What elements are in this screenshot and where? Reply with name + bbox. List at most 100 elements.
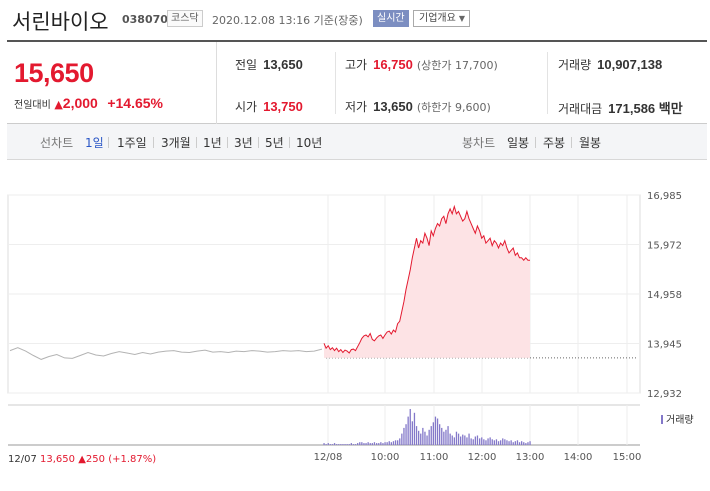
tab-1-day[interactable]: 1일 — [85, 136, 104, 150]
volume-bar — [354, 444, 357, 445]
volume-bar — [432, 422, 434, 445]
volume-bar — [474, 436, 476, 445]
intraday-chart[interactable]: 16,985 15,972 14,958 13,945 12,932 12/08 10:00… — [0, 160, 710, 491]
volume-bar — [491, 439, 493, 445]
volume-bar — [521, 441, 523, 445]
high-stat: 고가 16,750 (상한가 17,700) — [345, 56, 498, 73]
lower-limit: (하한가 9,600) — [416, 101, 491, 114]
volume-bar — [495, 439, 498, 445]
change-value: 2,000 — [62, 95, 98, 111]
tab-separator — [571, 137, 572, 148]
current-price: 15,650 — [14, 58, 94, 88]
volume-bar — [468, 433, 470, 445]
tab-1-year[interactable]: 1년 — [203, 136, 222, 150]
up-arrow-icon: ▲ — [54, 98, 63, 111]
amount-stat: 거래대금 171,586 백만 — [558, 98, 683, 117]
y-tick-label: 16,985 — [647, 191, 682, 202]
volume-bar — [418, 430, 420, 445]
volume-bar — [380, 442, 382, 445]
today-price-line — [323, 204, 530, 354]
volume-bar — [455, 431, 458, 445]
volume-stat: 거래량 10,907,138 — [558, 56, 662, 73]
volume-bar — [369, 443, 371, 445]
today-price-area — [324, 206, 530, 358]
tab-separator — [108, 137, 109, 148]
tab-1-week[interactable]: 1주일 — [117, 136, 147, 150]
volume-bar — [512, 442, 514, 445]
volume-bar — [428, 429, 430, 445]
volume-bar — [470, 438, 472, 445]
volume-bar — [331, 444, 334, 445]
y-tick-label: 15,972 — [647, 241, 682, 252]
line-chart-label: 선차트 — [40, 136, 74, 150]
company-info-label: 기업개요 — [419, 13, 456, 24]
volume-bar — [405, 424, 407, 445]
x-tick-label: 15:00 — [613, 452, 642, 463]
tab-3-months[interactable]: 3개월 — [161, 136, 191, 150]
open-stat: 시가 13,750 — [235, 98, 303, 115]
volume-bar — [508, 441, 510, 445]
stock-code: 038070 — [122, 13, 168, 26]
company-info-dropdown[interactable]: 기업개요 ▼ — [413, 10, 470, 27]
volume-bar — [378, 443, 380, 445]
chart-period-tabs: 선차트 1일 1주일 3개월 1년 3년 5년 10년 봉차트 일봉 주봉 월봉 — [7, 124, 707, 160]
volume-bar — [466, 437, 468, 445]
volume-bar — [516, 440, 519, 445]
y-tick-label: 13,945 — [647, 340, 682, 351]
volume-bar — [443, 431, 445, 445]
volume-bar — [420, 433, 422, 445]
realtime-button[interactable]: 실시간 — [373, 10, 409, 27]
volume-bar — [476, 435, 479, 445]
amount-label: 거래대금 — [558, 102, 603, 116]
low-label: 저가 — [345, 100, 368, 114]
tab-daily-candle[interactable]: 일봉 — [507, 136, 530, 150]
volume-bar — [483, 439, 485, 445]
upper-limit: (상한가 17,700) — [416, 59, 498, 72]
volume-bar — [504, 439, 506, 445]
tab-weekly-candle[interactable]: 주봉 — [543, 136, 566, 150]
volume-value: 10,907,138 — [597, 57, 663, 72]
company-name: 서린바이오 — [12, 10, 109, 34]
low-value: 13,650 — [373, 99, 413, 114]
volume-bar — [388, 441, 390, 445]
volume-bar — [422, 427, 424, 445]
current-price-panel: 15,650 전일대비 ▲2,000 +14.65% — [7, 42, 217, 124]
volume-bar — [430, 426, 432, 445]
volume-bar — [342, 444, 344, 445]
tab-separator — [258, 137, 259, 148]
chevron-down-icon: ▼ — [458, 14, 465, 23]
volume-bar — [386, 442, 388, 445]
volume-bar — [397, 440, 399, 445]
volume-bar — [367, 442, 369, 445]
volume-bar — [338, 444, 340, 445]
x-tick-label: 10:00 — [371, 452, 400, 463]
volume-bar — [451, 435, 453, 445]
volume-bar — [514, 441, 516, 445]
volume-bar — [357, 443, 359, 445]
volume-bar — [460, 436, 462, 445]
volume-bar — [373, 442, 376, 445]
tab-monthly-candle[interactable]: 월봉 — [579, 136, 602, 150]
volume-bar — [359, 442, 361, 445]
volume-legend-marker — [661, 415, 663, 424]
price-chart-svg: 16,985 15,972 14,958 13,945 12,932 12/08 10:00… — [7, 191, 682, 463]
tab-5-years[interactable]: 5년 — [265, 136, 284, 150]
volume-bar — [472, 439, 474, 445]
tab-3-years[interactable]: 3년 — [234, 136, 253, 150]
change-percent: +14.65% — [107, 95, 163, 111]
prev-close-label: 전일 — [235, 58, 258, 72]
tab-10-years[interactable]: 10년 — [296, 136, 323, 150]
tab-separator — [153, 137, 154, 148]
volume-bar — [344, 444, 346, 445]
volume-bar — [365, 443, 367, 445]
volume-bar — [493, 440, 495, 445]
volume-bar — [363, 443, 365, 445]
volume-bar — [336, 444, 338, 445]
tab-separator — [196, 137, 197, 148]
volume-bar — [350, 443, 352, 445]
volume-bar — [348, 444, 350, 445]
volume-bar — [481, 437, 483, 445]
open-label: 시가 — [235, 100, 258, 114]
volume-bar — [361, 442, 363, 445]
volume-bar — [371, 443, 373, 445]
